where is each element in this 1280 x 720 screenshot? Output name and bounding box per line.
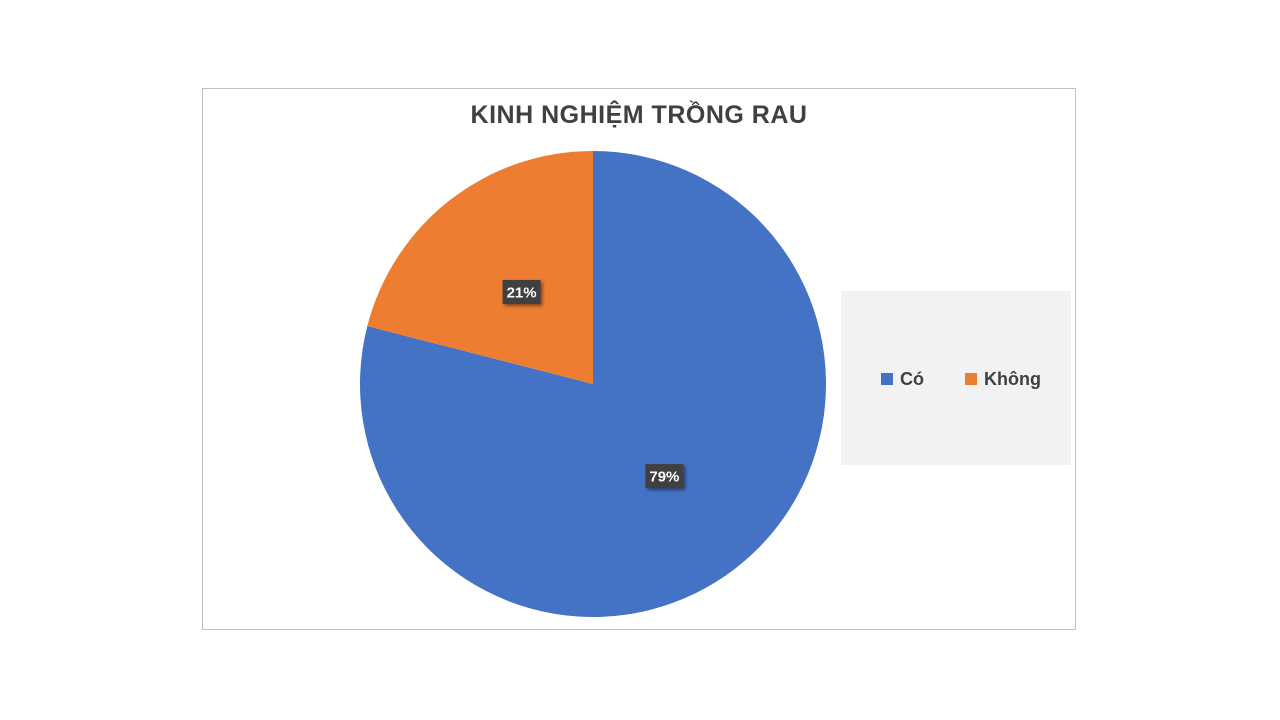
chart-title: KINH NGHIỆM TRỒNG RAU [470, 101, 808, 129]
data-label-co: 79% [645, 464, 684, 489]
legend-label-co: Có [900, 368, 924, 389]
data-label-text: 21% [507, 284, 537, 301]
data-label-text: 79% [649, 469, 679, 486]
legend-swatch-co [881, 373, 893, 385]
pie-slices [360, 151, 826, 617]
legend-item-khong: Không [965, 369, 1041, 389]
legend-label-khong: Không [984, 368, 1041, 389]
pie-slice-khong [367, 151, 593, 384]
data-label-box [645, 464, 684, 489]
data-label-khong: 21% [502, 279, 541, 304]
legend-swatch-khong [965, 373, 977, 385]
pie-data-labels: 79% 21% [502, 279, 684, 489]
legend: Có Không [841, 291, 1071, 465]
data-label-box [502, 279, 541, 304]
pie-chart: 79% 21% [360, 151, 826, 617]
chart-area: KINH NGHIỆM TRỒNG RAU 79% 21% Có Không [202, 88, 1076, 630]
legend-item-co: Có [881, 369, 924, 389]
